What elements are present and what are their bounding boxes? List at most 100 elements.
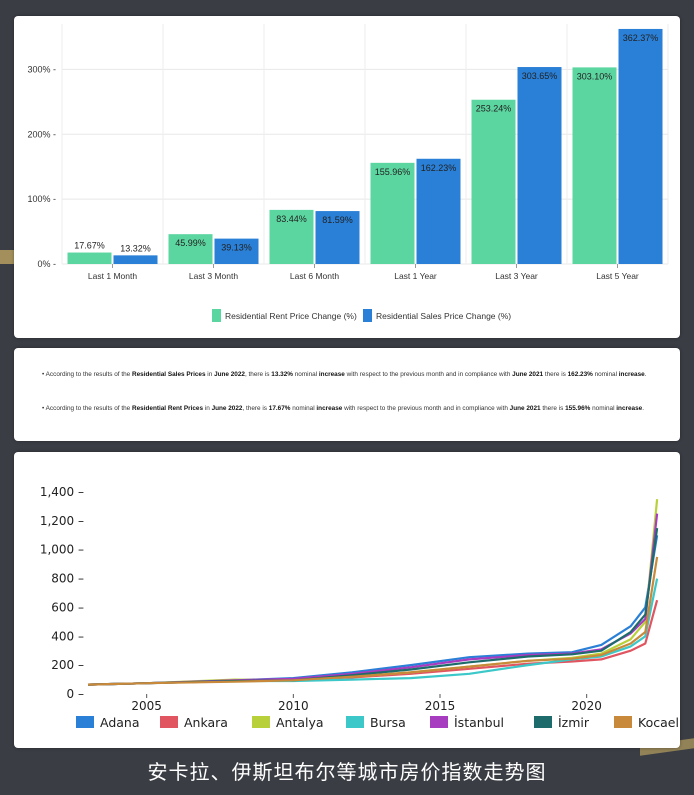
note-text: nominal — [290, 405, 317, 412]
x-category-label: Last 3 Year — [495, 271, 538, 281]
note-text: with respect to the previous month and i… — [342, 405, 510, 412]
bar-value-label: 45.99% — [175, 238, 206, 248]
note-bold: increase — [318, 371, 345, 378]
note-bold: increase — [616, 405, 643, 412]
bar-value-label: 17.67% — [74, 241, 105, 251]
bar — [168, 234, 213, 264]
note-bold: increase — [618, 371, 645, 378]
note-text: , there is — [242, 405, 269, 412]
note-bold: 17.67% — [268, 405, 291, 412]
notes-panel: • According to the results of the Reside… — [14, 348, 680, 441]
legend-swatch — [160, 716, 178, 728]
bar-value-label: 83.44% — [276, 214, 307, 224]
note-text: nominal — [292, 371, 319, 378]
note-bold: June 2022 — [211, 405, 243, 412]
note-bold: June 2021 — [509, 405, 541, 412]
series-line — [87, 556, 659, 686]
legend-swatch — [76, 716, 94, 728]
note-bold: increase — [316, 405, 343, 412]
x-category-label: Last 1 Year — [394, 271, 437, 281]
note-bold: Residential Rent Prices — [131, 405, 204, 412]
y-tick-label: 600 – — [51, 600, 84, 614]
note-text: nominal — [592, 371, 619, 378]
legend-label: Residential Rent Price Change (%) — [225, 311, 357, 321]
bar — [315, 211, 360, 264]
y-tick-label: 200% - — [27, 129, 56, 139]
legend-swatch — [346, 716, 364, 728]
note-text: with respect to the previous month and i… — [344, 371, 513, 378]
bar — [370, 162, 415, 264]
bar — [416, 158, 461, 264]
legend-label: Residential Sales Price Change (%) — [376, 311, 511, 321]
x-category-label: Last 3 Month — [189, 271, 238, 281]
note-text: there is — [540, 405, 566, 412]
note-text: nominal — [590, 405, 617, 412]
note-text: in — [205, 371, 215, 378]
bar-chart: 0% - 100% - 200% - 300% - 17.67% 13.32% Last 1… — [27, 24, 669, 322]
y-tick-label: 300% - — [27, 64, 56, 74]
y-tick-label: 0% - — [37, 259, 56, 269]
bar-value-label: 253.24% — [476, 104, 512, 114]
bar-value-label: 155.96% — [375, 167, 411, 177]
y-tick-label: 1,400 – — [40, 485, 84, 499]
note-text: in — [203, 405, 212, 412]
note-rent: • According to the results of the Reside… — [42, 404, 682, 413]
legend-swatch — [430, 716, 448, 728]
y-tick-label: 400 – — [51, 629, 84, 643]
legend-swatch — [614, 716, 632, 728]
bar — [269, 209, 314, 264]
note-bold: 155.96% — [565, 405, 591, 412]
legend-label: Bursa — [370, 715, 406, 730]
x-tick-label: 2005 — [131, 699, 162, 713]
note-sales: • According to the results of the Reside… — [42, 370, 682, 379]
bar-value-label: 303.65% — [522, 71, 558, 81]
x-category-label: Last 6 Month — [290, 271, 339, 281]
note-bold: 162.23% — [567, 371, 593, 378]
note-text: • According to the results of the — [42, 371, 132, 378]
legend-label: Kocaeli — [638, 715, 680, 730]
y-tick-label: 1,200 – — [40, 514, 84, 528]
bar-value-label: 39.13% — [221, 243, 252, 253]
note-text: . — [642, 405, 644, 412]
caption: 安卡拉、伊斯坦布尔等城市房价指数走势图 — [147, 760, 547, 784]
bar-value-label: 162.23% — [421, 163, 457, 173]
legend-label: Antalya — [276, 715, 324, 730]
x-tick-label: 2015 — [425, 699, 456, 713]
legend-swatch — [252, 716, 270, 728]
legend-label: Adana — [100, 715, 140, 730]
bar-value-label: 362.37% — [623, 33, 659, 43]
legend-swatch — [212, 309, 221, 322]
bar — [214, 238, 259, 264]
line-chart-panel: 0 – 200 – 400 – 600 – 800 – 1,000 – 1,200 – 1,4… — [14, 452, 680, 748]
bar — [517, 67, 562, 264]
bar-chart-panel: 0% - 100% - 200% - 300% - 17.67% 13.32% Last 1… — [14, 16, 680, 338]
bar — [67, 252, 112, 264]
y-tick-label: 100% - — [27, 194, 56, 204]
bar-value-label: 303.10% — [577, 71, 613, 81]
bar-value-label: 13.32% — [120, 243, 151, 253]
note-text: . — [644, 371, 647, 378]
legend-label: Ankara — [184, 715, 228, 730]
bar — [113, 255, 158, 264]
bar — [618, 28, 663, 264]
x-category-label: Last 5 Year — [596, 271, 639, 281]
x-category-label: Last 1 Month — [88, 271, 137, 281]
note-text: • According to the results of the — [42, 405, 132, 412]
note-bold: 13.32% — [271, 371, 293, 378]
note-text: , there is — [244, 371, 272, 378]
legend-swatch — [534, 716, 552, 728]
line-chart: 0 – 200 – 400 – 600 – 800 – 1,000 – 1,200 – 1,4… — [40, 485, 680, 730]
series-line — [87, 578, 659, 686]
bar — [572, 67, 617, 264]
bar — [471, 99, 516, 265]
legend-swatch — [363, 309, 372, 322]
y-tick-label: 800 – — [51, 572, 84, 586]
background-stripe — [0, 250, 16, 264]
y-tick-label: 1,000 – — [40, 543, 84, 557]
note-bold: Residential Sales Prices — [131, 371, 206, 378]
note-text: there is — [543, 371, 568, 378]
note-bold: June 2021 — [512, 371, 544, 378]
legend-label: İzmir — [558, 715, 590, 730]
x-tick-label: 2020 — [571, 699, 602, 713]
y-tick-label: 200 – — [51, 658, 84, 672]
